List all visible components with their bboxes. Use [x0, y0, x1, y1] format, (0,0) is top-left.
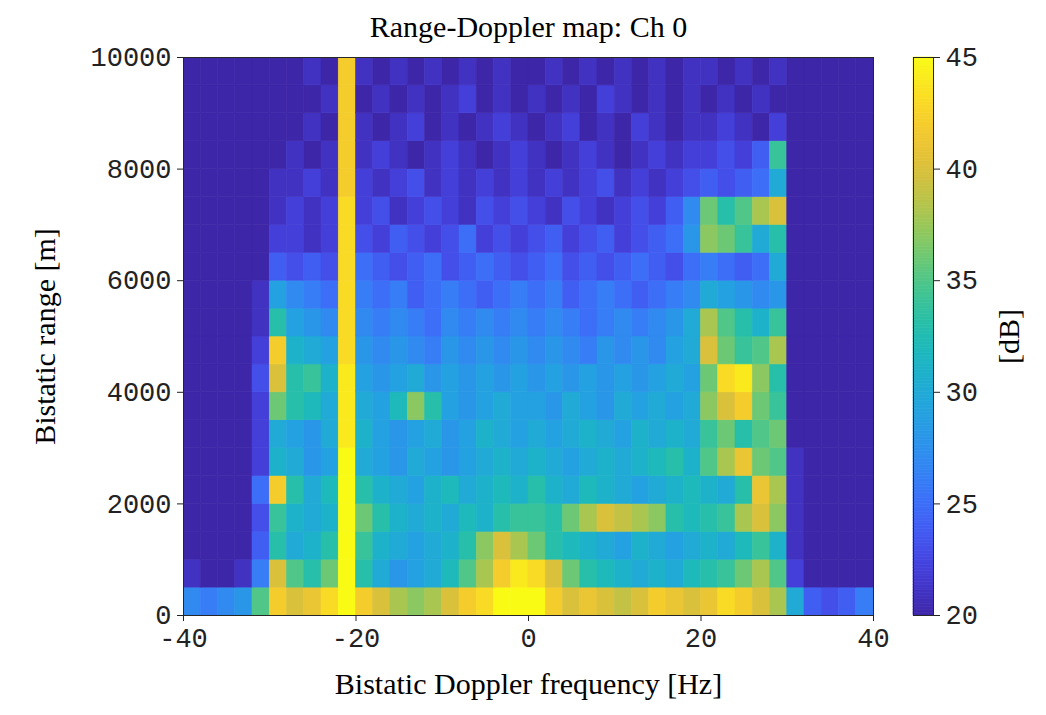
- svg-text:Bistatic Doppler frequency [Hz: Bistatic Doppler frequency [Hz]: [335, 667, 722, 700]
- svg-text:-40: -40: [159, 625, 208, 655]
- svg-text:6000: 6000: [107, 267, 172, 297]
- svg-text:Bistatic range [m]: Bistatic range [m]: [28, 228, 61, 445]
- svg-text:Range-Doppler map: Ch 0: Range-Doppler map: Ch 0: [370, 10, 687, 43]
- svg-text:2000: 2000: [107, 491, 172, 521]
- svg-text:10000: 10000: [90, 44, 171, 74]
- svg-text:0: 0: [155, 602, 172, 633]
- svg-text:30: 30: [946, 379, 978, 409]
- svg-text:25: 25: [946, 491, 978, 521]
- svg-text:45: 45: [946, 44, 978, 74]
- svg-text:[dB]: [dB]: [992, 309, 1025, 364]
- svg-text:-20: -20: [332, 625, 381, 655]
- svg-text:20: 20: [946, 602, 978, 632]
- svg-text:20: 20: [685, 625, 717, 655]
- svg-text:40: 40: [857, 625, 889, 655]
- svg-text:4000: 4000: [107, 379, 172, 409]
- svg-text:8000: 8000: [107, 156, 172, 186]
- svg-text:0: 0: [520, 625, 536, 655]
- svg-text:35: 35: [946, 267, 978, 297]
- svg-text:40: 40: [946, 156, 978, 186]
